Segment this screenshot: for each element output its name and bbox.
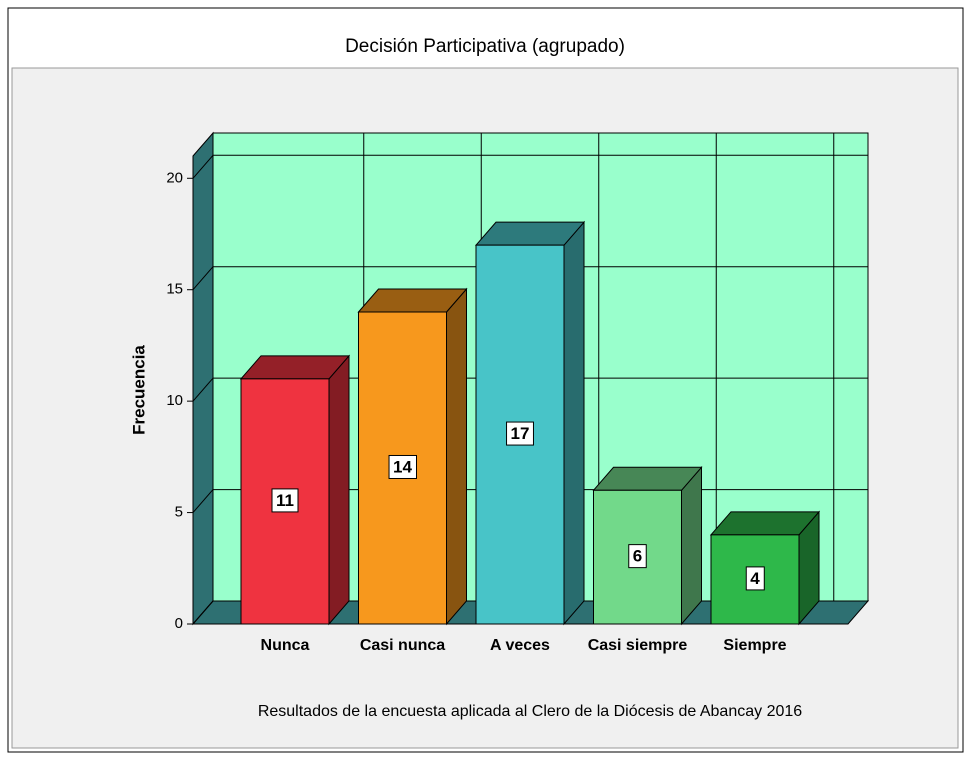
x-tick-label: Casi nunca <box>360 637 445 654</box>
data-label: 4 <box>750 569 760 588</box>
x-tick-label: Siempre <box>723 637 786 654</box>
bar-side <box>328 354 350 626</box>
caption: Resultados de la encuesta aplicada al Cl… <box>258 703 802 720</box>
data-label: 17 <box>511 424 530 443</box>
data-label-box <box>628 544 647 569</box>
data-label-box <box>506 421 534 446</box>
data-label-box <box>388 454 417 479</box>
x-tick-label: Nunca <box>261 637 310 654</box>
bar-side <box>681 465 702 626</box>
grid-line <box>192 266 214 291</box>
data-label: 11 <box>276 491 294 510</box>
grid-line <box>192 377 214 402</box>
grid-line <box>192 600 214 625</box>
y-tick-label: 15 <box>166 281 183 298</box>
data-label-box <box>271 488 299 513</box>
y-tick-label: 5 <box>175 504 183 521</box>
x-tick-label: A veces <box>490 637 550 654</box>
grid-line <box>192 154 214 179</box>
y-tick-label: 20 <box>166 169 183 186</box>
y-tick-label: 0 <box>175 615 183 632</box>
x-tick-label: Casi siempre <box>588 637 688 654</box>
grid-line <box>192 489 214 513</box>
bar-side <box>446 287 467 626</box>
side-wall <box>192 131 214 626</box>
data-label: 14 <box>393 457 412 476</box>
data-label-box <box>745 566 765 591</box>
data-label: 6 <box>633 547 642 566</box>
bar-side <box>563 220 585 626</box>
y-axis-label: Frecuencia <box>129 345 148 435</box>
chart-title: Decisión Participativa (agrupado) <box>345 36 625 57</box>
y-tick-label: 10 <box>166 392 183 409</box>
